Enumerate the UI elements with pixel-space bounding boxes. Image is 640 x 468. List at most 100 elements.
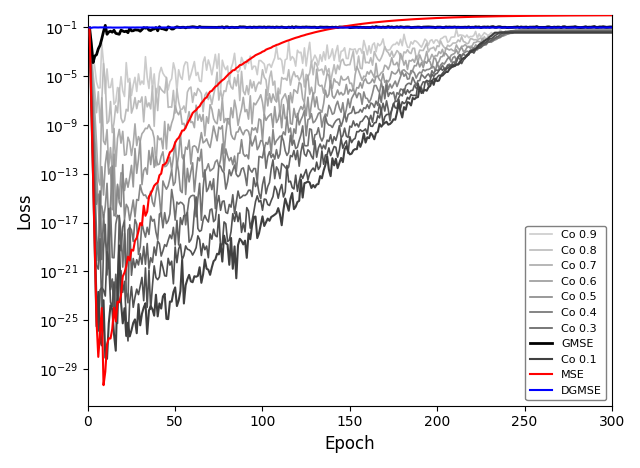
- Co 0.9: [110, 102, 118, 107]
- GMSE: [608, 24, 616, 30]
- Co 0.9: [86, 26, 93, 31]
- Co 0.6: [397, 72, 404, 77]
- Co 0.2: [608, 29, 616, 35]
- Line: Co 0.3: Co 0.3: [90, 29, 612, 316]
- Co 0.1: [608, 30, 616, 36]
- Co 0.3: [407, 88, 415, 93]
- DGMSE: [88, 25, 95, 31]
- Co 0.3: [88, 88, 95, 94]
- DGMSE: [608, 25, 616, 30]
- Co 0.4: [399, 87, 406, 92]
- Co 0.3: [399, 93, 406, 99]
- Co 0.3: [86, 26, 93, 31]
- Line: Co 0.6: Co 0.6: [90, 29, 612, 237]
- Co 0.9: [608, 25, 616, 30]
- Co 0.6: [86, 26, 93, 31]
- Co 0.8: [527, 26, 535, 31]
- Co 0.5: [86, 26, 93, 31]
- Co 0.7: [407, 58, 415, 64]
- MSE: [399, 17, 406, 23]
- Co 0.4: [561, 28, 568, 34]
- DGMSE: [563, 25, 570, 30]
- Co 0.8: [86, 26, 93, 31]
- Co 0.5: [399, 69, 406, 74]
- Co 0.2: [124, 338, 132, 344]
- Co 0.6: [407, 71, 415, 76]
- Co 0.6: [561, 27, 568, 32]
- Line: Co 0.1: Co 0.1: [90, 29, 612, 359]
- MSE: [86, 26, 93, 31]
- DGMSE: [529, 25, 537, 30]
- GMSE: [102, 22, 109, 28]
- Co 0.4: [608, 28, 616, 34]
- X-axis label: Epoch: Epoch: [324, 435, 375, 453]
- Co 0.2: [399, 99, 406, 104]
- Co 0.9: [531, 25, 539, 30]
- DGMSE: [399, 24, 406, 30]
- Co 0.2: [527, 29, 535, 35]
- Co 0.1: [407, 102, 415, 108]
- Co 0.4: [407, 81, 415, 87]
- Co 0.6: [88, 61, 95, 66]
- Line: GMSE: GMSE: [90, 25, 612, 63]
- Co 0.3: [608, 29, 616, 34]
- Co 0.1: [103, 356, 111, 362]
- Co 0.7: [399, 55, 406, 61]
- Y-axis label: Loss: Loss: [15, 192, 33, 229]
- GMSE: [400, 24, 408, 30]
- MSE: [88, 99, 95, 104]
- Co 0.4: [86, 26, 93, 31]
- Co 0.8: [407, 51, 415, 57]
- Co 0.7: [561, 26, 568, 32]
- Line: Co 0.2: Co 0.2: [90, 29, 612, 341]
- Co 0.2: [88, 96, 95, 102]
- DGMSE: [407, 25, 415, 30]
- Line: Co 0.7: Co 0.7: [90, 29, 612, 185]
- Line: MSE: MSE: [90, 15, 612, 385]
- Co 0.1: [527, 30, 535, 36]
- Co 0.6: [96, 234, 104, 240]
- Co 0.7: [86, 26, 93, 31]
- Co 0.2: [86, 26, 93, 31]
- Co 0.1: [86, 26, 93, 31]
- Co 0.9: [88, 36, 95, 42]
- Co 0.2: [561, 29, 568, 35]
- Co 0.9: [399, 43, 406, 49]
- Co 0.7: [96, 182, 104, 188]
- Co 0.7: [397, 51, 404, 56]
- Line: DGMSE: DGMSE: [90, 27, 612, 28]
- Co 0.5: [527, 28, 535, 33]
- Co 0.6: [399, 68, 406, 73]
- Co 0.8: [88, 44, 95, 50]
- DGMSE: [89, 25, 97, 30]
- Co 0.1: [399, 115, 406, 120]
- Legend: Co 0.9, Co 0.8, Co 0.7, Co 0.6, Co 0.5, Co 0.4, Co 0.3, GMSE, Co 0.1, MSE, DGMSE: Co 0.9, Co 0.8, Co 0.7, Co 0.6, Co 0.5, …: [525, 226, 606, 400]
- MSE: [527, 13, 535, 19]
- DGMSE: [397, 25, 404, 30]
- Co 0.5: [397, 74, 404, 80]
- MSE: [100, 382, 108, 388]
- Co 0.5: [105, 222, 113, 228]
- Co 0.7: [608, 26, 616, 32]
- Co 0.8: [108, 130, 116, 135]
- Co 0.8: [399, 57, 406, 63]
- MSE: [561, 13, 568, 18]
- DGMSE: [451, 24, 458, 30]
- Co 0.3: [561, 29, 568, 34]
- Co 0.7: [527, 26, 535, 32]
- Co 0.4: [88, 80, 95, 86]
- Line: Co 0.5: Co 0.5: [90, 29, 612, 225]
- Co 0.5: [561, 28, 568, 33]
- MSE: [608, 13, 616, 18]
- Co 0.3: [397, 91, 404, 97]
- GMSE: [409, 25, 417, 30]
- Co 0.9: [397, 37, 404, 42]
- Co 0.1: [561, 30, 568, 36]
- Line: Co 0.8: Co 0.8: [90, 29, 612, 132]
- Co 0.5: [88, 66, 95, 72]
- Co 0.8: [608, 26, 616, 31]
- Co 0.7: [88, 57, 95, 62]
- GMSE: [529, 24, 537, 30]
- Co 0.4: [397, 86, 404, 92]
- Line: Co 0.9: Co 0.9: [90, 28, 612, 104]
